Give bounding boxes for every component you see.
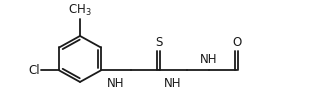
Text: S: S	[155, 36, 162, 49]
Text: Cl: Cl	[29, 64, 40, 77]
Text: O: O	[232, 36, 241, 49]
Text: CH$_3$: CH$_3$	[68, 3, 92, 18]
Text: NH: NH	[107, 77, 125, 90]
Text: NH: NH	[200, 53, 217, 66]
Text: NH: NH	[164, 77, 182, 90]
